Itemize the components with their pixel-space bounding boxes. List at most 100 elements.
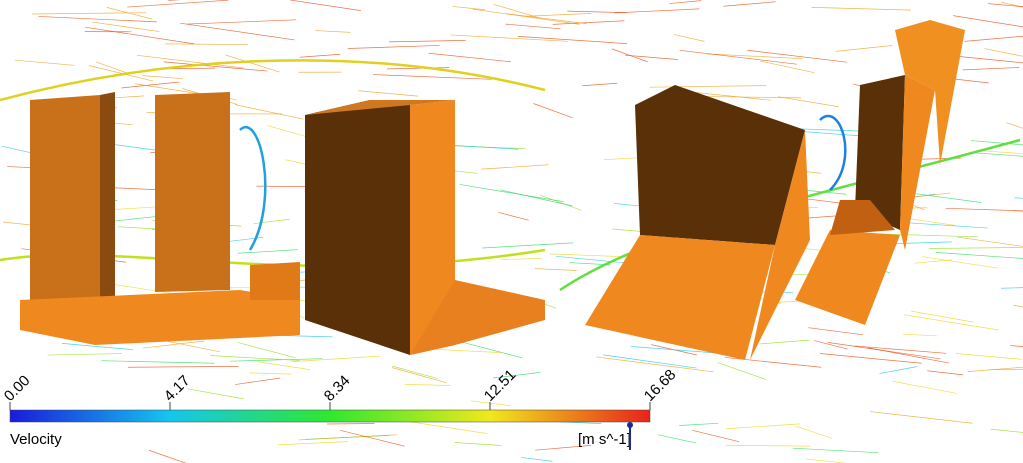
streakline bbox=[808, 327, 864, 336]
colorbar-tick-label: 0.00 bbox=[1, 372, 34, 405]
streakline bbox=[805, 458, 846, 463]
streakline bbox=[957, 236, 1023, 247]
streakline bbox=[180, 22, 295, 41]
streakline bbox=[673, 34, 705, 42]
streakline bbox=[107, 187, 158, 191]
colorbar-tick-label: 8.34 bbox=[321, 372, 354, 405]
colorbar-units: [m s^-1] bbox=[578, 431, 631, 448]
streakline bbox=[904, 314, 1000, 331]
streakline bbox=[819, 114, 847, 191]
streakline bbox=[854, 345, 947, 354]
streakline bbox=[225, 54, 280, 73]
streakline bbox=[290, 355, 381, 363]
streakline bbox=[921, 256, 999, 269]
streakline bbox=[827, 342, 941, 360]
streakline bbox=[85, 26, 195, 45]
streakline bbox=[1010, 345, 1023, 347]
streakline bbox=[892, 380, 957, 394]
streakline bbox=[481, 164, 549, 170]
streakline bbox=[596, 356, 714, 373]
streakline bbox=[392, 367, 447, 384]
streakline bbox=[388, 39, 466, 43]
streakline bbox=[238, 342, 296, 359]
streakline bbox=[603, 354, 697, 369]
streakline bbox=[392, 365, 438, 379]
streakline bbox=[990, 428, 1023, 433]
streakline bbox=[955, 352, 1022, 360]
streakline bbox=[814, 340, 848, 350]
streakline bbox=[163, 61, 268, 72]
streakline bbox=[540, 194, 582, 211]
streakline bbox=[987, 3, 1023, 8]
streakline bbox=[911, 310, 974, 323]
streakline bbox=[121, 81, 180, 89]
streakline bbox=[759, 339, 810, 345]
streakline bbox=[493, 3, 539, 18]
streakline bbox=[253, 218, 290, 224]
streakline bbox=[835, 45, 893, 52]
streakline bbox=[505, 23, 561, 30]
streakline bbox=[47, 353, 122, 356]
streakline bbox=[235, 104, 304, 120]
streakline bbox=[257, 361, 311, 370]
colorbar-tick-label: 16.68 bbox=[641, 366, 680, 405]
streakline bbox=[970, 152, 1023, 157]
streakline bbox=[521, 457, 553, 462]
colorbar-tick-label: 4.17 bbox=[161, 372, 194, 405]
streakline bbox=[747, 49, 847, 63]
streakline bbox=[669, 0, 702, 4]
streakline bbox=[358, 90, 419, 97]
streakline bbox=[552, 20, 625, 25]
streakline bbox=[904, 217, 956, 226]
streakline bbox=[1013, 210, 1023, 213]
streakline bbox=[340, 429, 405, 447]
streakline bbox=[482, 242, 574, 249]
streakline bbox=[535, 445, 591, 451]
streakline bbox=[906, 192, 982, 203]
streakline bbox=[404, 384, 451, 386]
streakline bbox=[726, 423, 801, 430]
streakline bbox=[984, 48, 1023, 57]
streakline bbox=[235, 377, 281, 385]
streakline bbox=[315, 30, 351, 33]
streakline bbox=[611, 48, 648, 63]
streakline bbox=[165, 43, 249, 45]
streakline bbox=[299, 53, 341, 58]
colorbar-tick-label: 12.51 bbox=[481, 366, 520, 405]
streakline bbox=[567, 10, 627, 13]
streakline bbox=[625, 54, 678, 60]
streakline bbox=[101, 360, 215, 364]
streakline bbox=[902, 333, 938, 337]
streakline bbox=[717, 362, 767, 380]
streakline bbox=[962, 67, 1020, 71]
streakline bbox=[96, 61, 128, 74]
streakline bbox=[454, 442, 502, 446]
streakline bbox=[501, 257, 543, 260]
streakline bbox=[777, 96, 839, 108]
streakline bbox=[38, 16, 157, 23]
streakline bbox=[1006, 122, 1023, 129]
streakline bbox=[210, 355, 300, 361]
streakline bbox=[614, 8, 700, 14]
streakline bbox=[450, 34, 568, 42]
streakline bbox=[347, 45, 440, 49]
streakline bbox=[518, 36, 628, 44]
colorbar bbox=[9, 409, 651, 423]
streakline bbox=[679, 422, 718, 426]
streakline bbox=[472, 8, 580, 25]
streakline bbox=[137, 54, 244, 69]
streakline bbox=[470, 400, 511, 407]
streakline bbox=[372, 74, 492, 80]
streakline bbox=[230, 358, 323, 362]
right-view bbox=[585, 20, 965, 360]
streakline bbox=[725, 444, 811, 447]
streakline bbox=[679, 49, 797, 65]
streakline bbox=[927, 370, 964, 376]
streakline bbox=[819, 353, 922, 364]
streakline bbox=[461, 341, 523, 359]
streakline bbox=[876, 233, 979, 238]
streakline bbox=[706, 53, 803, 60]
streakline bbox=[148, 449, 187, 463]
streakline bbox=[14, 59, 75, 66]
